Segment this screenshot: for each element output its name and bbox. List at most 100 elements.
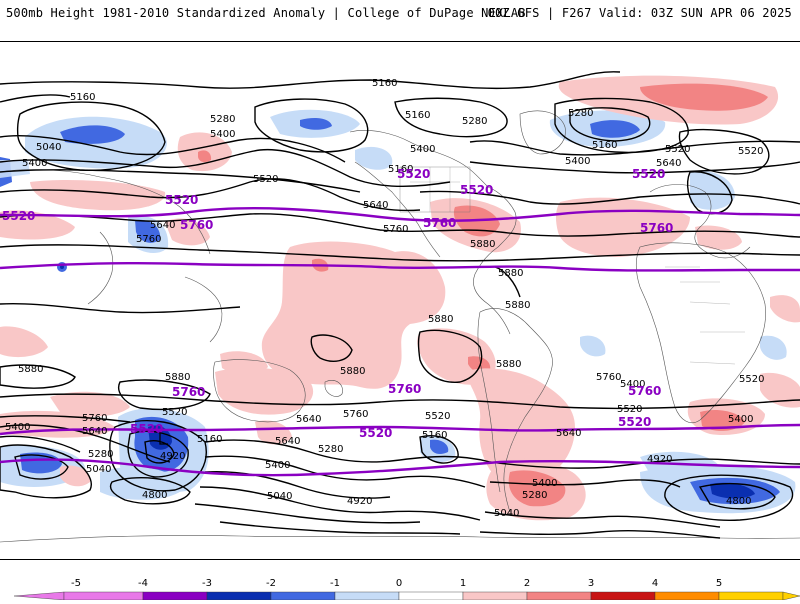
contour-label: 5400 — [210, 129, 235, 140]
contour-label: 5400 — [22, 158, 47, 169]
colorbar-tick: 1 — [460, 578, 466, 589]
reference-label: 5520 — [359, 426, 392, 440]
contour-label: 5880 — [18, 364, 43, 375]
contour-label: 5280 — [88, 449, 113, 460]
contour-label: 4800 — [142, 490, 167, 501]
colorbar-segment — [270, 591, 336, 601]
coastlines — [0, 110, 800, 543]
contour-label: 5880 — [505, 300, 530, 311]
contour-label: 5640 — [150, 220, 175, 231]
contour-label: 5880 — [470, 239, 495, 250]
reference-label: 5520 — [460, 183, 493, 197]
colorbar-segment — [206, 591, 272, 601]
contour-label: 5040 — [267, 491, 292, 502]
contour-label: 5400 — [265, 460, 290, 471]
anomaly-map: 5160 5160 5040 5280 5400 5160 5400 5280 … — [0, 42, 800, 559]
reference-label: 5520 — [397, 167, 430, 181]
low-center-marker — [159, 432, 168, 445]
contour-labels: 5160 5160 5040 5280 5400 5160 5400 5280 … — [5, 78, 764, 519]
contour-label: 5280 — [462, 116, 487, 127]
contour-label: 5280 — [568, 108, 593, 119]
contour-label: 5400 — [728, 414, 753, 425]
contour-label: 5520 — [739, 374, 764, 385]
contour-label: 5520 — [425, 411, 450, 422]
colorbar-segment — [63, 591, 144, 601]
colorbar-tick: 4 — [652, 578, 658, 589]
map-title: 500mb Height 1981-2010 Standardized Anom… — [6, 6, 526, 20]
contour-label: 5280 — [522, 490, 547, 501]
contour-label: 5400 — [565, 156, 590, 167]
contour-label: 5760 — [383, 224, 408, 235]
reference-label: 5520 — [2, 209, 35, 223]
contour-label: 5520 — [162, 407, 187, 418]
colorbar-tick: -3 — [202, 578, 212, 589]
colorbar-segment — [654, 591, 720, 601]
colorbar-segment — [13, 591, 65, 601]
header: 500mb Height 1981-2010 Standardized Anom… — [0, 0, 800, 30]
colorbar-segment — [718, 591, 784, 601]
contour-label: 5280 — [210, 114, 235, 125]
contour-label: 5160 — [372, 78, 397, 89]
reference-label: 5760 — [628, 384, 661, 398]
contour-label: 5400 — [410, 144, 435, 155]
contour-label: 5160 — [422, 430, 447, 441]
reference-label: 5760 — [423, 216, 456, 230]
contour-label: 5520 — [253, 174, 278, 185]
contour-label: 5640 — [556, 428, 581, 439]
reference-label: 5520 — [632, 167, 665, 181]
reference-label: 5760 — [388, 382, 421, 396]
contour-label: 5520 — [617, 404, 642, 415]
contour-label: 5760 — [136, 234, 161, 245]
colorbar-tick: -5 — [71, 578, 81, 589]
contour-label: 5880 — [498, 268, 523, 279]
colorbar-svg: -5 -4 -3 -2 -1 0 1 2 3 4 5 — [13, 578, 800, 601]
colorbar-tick: -2 — [266, 578, 276, 589]
reference-label: 5760 — [172, 385, 205, 399]
contour-label: 5160 — [405, 110, 430, 121]
colorbar-segment — [142, 591, 208, 601]
colorbar-segment — [782, 591, 800, 601]
contour-label: 5760 — [343, 409, 368, 420]
reference-label: 5760 — [640, 221, 673, 235]
contour-label: 5880 — [340, 366, 365, 377]
reference-label: 5520 — [165, 193, 198, 207]
colorbar-segment — [334, 591, 400, 601]
reference-contours — [0, 206, 800, 477]
contour-label: 5160 — [70, 92, 95, 103]
colorbar-segment — [590, 591, 656, 601]
contour-label: 5280 — [318, 444, 343, 455]
contour-label: 5640 — [656, 158, 681, 169]
colorbar-tick: 3 — [588, 578, 594, 589]
colorbar-tick: 0 — [396, 578, 402, 589]
contour-label: 5160 — [197, 434, 222, 445]
contour-label: 5160 — [592, 140, 617, 151]
model-run-info: 00Z GFS | F267 Valid: 03Z SUN APR 06 202… — [487, 6, 792, 20]
contour-label: 5400 — [620, 379, 645, 390]
colorbar-segment — [398, 591, 464, 601]
reference-label: 5760 — [180, 218, 213, 232]
contour-label: 5040 — [86, 464, 111, 475]
contour-label: 4800 — [726, 496, 751, 507]
contour-label: 5040 — [494, 508, 519, 519]
contour-label: 5760 — [596, 372, 621, 383]
anomaly-color-legend: -5 -4 -3 -2 -1 0 1 2 3 4 5 — [0, 572, 800, 601]
colorbar-ticks: -5 -4 -3 -2 -1 0 1 2 3 4 5 — [71, 578, 722, 589]
reference-label: 5520 — [618, 415, 651, 429]
contour-label: 5640 — [275, 436, 300, 447]
colorbar-segment — [526, 591, 592, 601]
colorbar-segments — [13, 591, 800, 601]
colorbar-segment — [462, 591, 528, 601]
contour-label: 4920 — [160, 451, 185, 462]
contour-label: 5640 — [363, 200, 388, 211]
reference-label: 5520 — [130, 422, 163, 436]
contour-label: 5160 — [388, 164, 413, 175]
contour-label: 5520 — [738, 146, 763, 157]
contour-label: 5640 — [82, 426, 107, 437]
contour-label: 5760 — [82, 413, 107, 424]
map-panel: 5160 5160 5040 5280 5400 5160 5400 5280 … — [0, 41, 800, 560]
colorbar-tick: 2 — [524, 578, 530, 589]
contour-label: 5520 — [665, 144, 690, 155]
contour-label: 5640 — [296, 414, 321, 425]
contour-label: 5880 — [165, 372, 190, 383]
contour-label: 5040 — [36, 142, 61, 153]
